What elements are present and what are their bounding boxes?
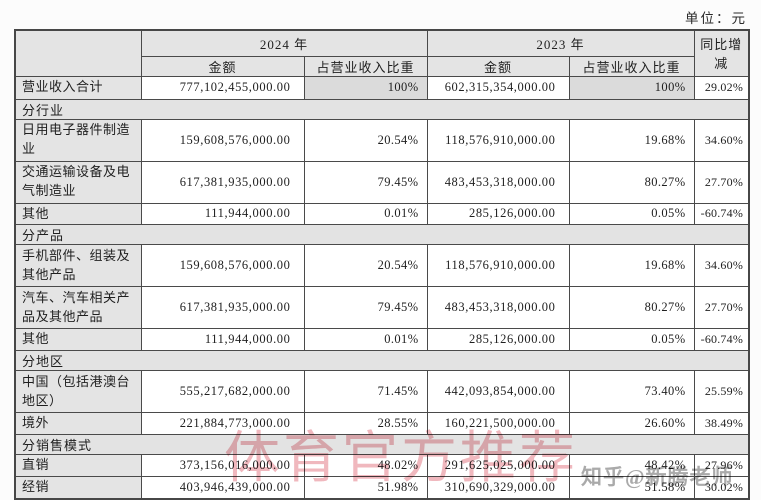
pct-2023-cell: 26.60% <box>568 412 695 436</box>
pct-2024-cell: 71.45% <box>303 370 428 414</box>
table-row: 其他 111,944,000.00 0.01% 285,126,000.00 0.05%… <box>14 202 750 226</box>
yoy-cell: 25.59% <box>693 370 750 414</box>
pct-2024-cell: 48.02% <box>303 454 428 477</box>
pct-2023-cell: 51.58% <box>568 475 695 500</box>
amount-2023-cell: 285,126,000.00 <box>426 202 570 226</box>
corner-cell <box>14 29 142 77</box>
amount-2023-cell: 160,221,500,000.00 <box>426 412 570 436</box>
pct-2023-cell: 80.27% <box>568 286 695 330</box>
row-label-cell: 营业收入合计 <box>14 75 142 100</box>
header-amount-2024: 金额 <box>140 55 305 77</box>
pct-2023-cell: 73.40% <box>568 370 695 414</box>
yoy-cell: 29.02% <box>693 75 750 100</box>
table-row: 直销 373,156,016,000.00 48.02% 291,625,025,00… <box>14 454 750 477</box>
pct-2024-cell: 79.45% <box>303 286 428 330</box>
amount-2024-cell: 617,381,935,000.00 <box>140 286 305 330</box>
section-row: 分地区 <box>14 350 750 372</box>
section-row: 分销售模式 <box>14 434 750 456</box>
unit-label: 单位：元 <box>685 11 747 26</box>
pct-2024-cell: 0.01% <box>303 328 428 352</box>
table-body: 营业收入合计 777,102,455,000.00 100% 602,315,354,… <box>14 75 750 500</box>
amount-2024-cell: 403,946,439,000.00 <box>140 475 305 500</box>
amount-2023-cell: 291,625,025,000.00 <box>426 454 570 477</box>
section-label: 分销售模式 <box>14 434 750 456</box>
pct-2024-cell: 51.98% <box>303 475 428 500</box>
pct-2024-cell: 20.54% <box>303 244 428 288</box>
pct-2024-cell: 100% <box>303 75 428 100</box>
table-row: 其他 111,944,000.00 0.01% 285,126,000.00 0.05%… <box>14 328 750 352</box>
pct-2023-cell: 48.42% <box>568 454 695 477</box>
pct-2023-cell: 0.05% <box>568 328 695 352</box>
header-row-measures: 金额 占营业收入比重 金额 占营业收入比重 <box>15 55 749 77</box>
section-row: 分产品 <box>14 224 750 246</box>
header-pct-2024: 占营业收入比重 <box>303 55 428 77</box>
row-label-cell: 日用电子器件制造业 <box>14 118 142 162</box>
amount-2024-cell: 159,608,576,000.00 <box>140 244 305 288</box>
table-row: 交通运输设备及电气制造业 617,381,935,000.00 79.45% 483,… <box>14 160 750 204</box>
amount-2024-cell: 373,156,016,000.00 <box>140 454 305 477</box>
pct-2023-cell: 80.27% <box>568 160 695 204</box>
amount-2023-cell: 483,453,318,000.00 <box>426 160 570 204</box>
section-row: 分行业 <box>14 98 750 120</box>
table-row: 营业收入合计 777,102,455,000.00 100% 602,315,354,… <box>14 75 750 100</box>
table-row: 经销 403,946,439,000.00 51.98% 310,690,329,00… <box>14 475 750 500</box>
table-row: 中国（包括港澳台地区） 555,217,682,000.00 71.45% 442,0… <box>14 370 750 414</box>
header-amount-2023: 金额 <box>426 55 570 77</box>
amount-2023-cell: 483,453,318,000.00 <box>426 286 570 330</box>
yoy-cell: 27.96% <box>693 454 750 477</box>
yoy-cell: 27.70% <box>693 160 750 204</box>
section-label: 分行业 <box>14 98 750 120</box>
row-label-cell: 其他 <box>14 202 142 226</box>
yoy-cell: 27.70% <box>693 286 750 330</box>
pct-2024-cell: 79.45% <box>303 160 428 204</box>
table-row: 境外 221,884,773,000.00 28.55% 160,221,500,00… <box>14 412 750 436</box>
amount-2024-cell: 555,217,682,000.00 <box>140 370 305 414</box>
row-label-cell: 直销 <box>14 454 142 477</box>
yoy-cell: 34.60% <box>693 118 750 162</box>
amount-2023-cell: 118,576,910,000.00 <box>426 244 570 288</box>
yoy-cell: -60.74% <box>693 328 750 352</box>
yoy-cell: 34.60% <box>693 244 750 288</box>
pct-2023-cell: 100% <box>568 75 695 100</box>
header-year-2023: 2023 年 <box>426 29 695 57</box>
yoy-cell: 38.49% <box>693 412 750 436</box>
row-label-cell: 交通运输设备及电气制造业 <box>14 160 142 204</box>
amount-2023-cell: 442,093,854,000.00 <box>426 370 570 414</box>
row-label-cell: 经销 <box>14 475 142 500</box>
header-year-2024: 2024 年 <box>140 29 428 57</box>
header-pct-2023: 占营业收入比重 <box>568 55 695 77</box>
row-label-cell: 中国（包括港澳台地区） <box>14 370 142 414</box>
section-label: 分产品 <box>14 224 750 246</box>
row-label-cell: 境外 <box>14 412 142 436</box>
table-row: 汽车、汽车相关产品及其他产品 617,381,935,000.00 79.45% 48… <box>14 286 750 330</box>
amount-2023-cell: 285,126,000.00 <box>426 328 570 352</box>
table-row: 手机部件、组装及其他产品 159,608,576,000.00 20.54% 118,… <box>14 244 750 288</box>
yoy-cell: 30.02% <box>693 475 750 500</box>
pct-2023-cell: 19.68% <box>568 244 695 288</box>
header-row-years: 2024 年 2023 年 同比增减 <box>14 29 750 77</box>
pct-2024-cell: 0.01% <box>303 202 428 226</box>
amount-2024-cell: 617,381,935,000.00 <box>140 160 305 204</box>
revenue-table: 2024 年 2023 年 同比增减 金额 占营业收入比重 金额 占营业收入比重… <box>14 29 751 500</box>
amount-2024-cell: 159,608,576,000.00 <box>140 118 305 162</box>
header-yoy-change: 同比增减 <box>693 29 750 77</box>
amount-2024-cell: 221,884,773,000.00 <box>140 412 305 436</box>
pct-2023-cell: 0.05% <box>568 202 695 226</box>
yoy-cell: -60.74% <box>693 202 750 226</box>
amount-2024-cell: 111,944,000.00 <box>140 202 305 226</box>
amount-2023-cell: 602,315,354,000.00 <box>426 75 570 100</box>
table-head: 2024 年 2023 年 同比增减 金额 占营业收入比重 金额 占营业收入比重 <box>14 29 750 77</box>
amount-2024-cell: 111,944,000.00 <box>140 328 305 352</box>
row-label-cell: 手机部件、组装及其他产品 <box>14 244 142 288</box>
row-label-cell: 汽车、汽车相关产品及其他产品 <box>14 286 142 330</box>
table-row: 日用电子器件制造业 159,608,576,000.00 20.54% 118,576… <box>14 118 750 162</box>
pct-2024-cell: 20.54% <box>303 118 428 162</box>
pct-2023-cell: 19.68% <box>568 118 695 162</box>
row-label-cell: 其他 <box>14 328 142 352</box>
amount-2024-cell: 777,102,455,000.00 <box>140 75 305 100</box>
amount-2023-cell: 118,576,910,000.00 <box>426 118 570 162</box>
section-label: 分地区 <box>14 350 750 372</box>
pct-2024-cell: 28.55% <box>303 412 428 436</box>
amount-2023-cell: 310,690,329,000.00 <box>426 475 570 500</box>
